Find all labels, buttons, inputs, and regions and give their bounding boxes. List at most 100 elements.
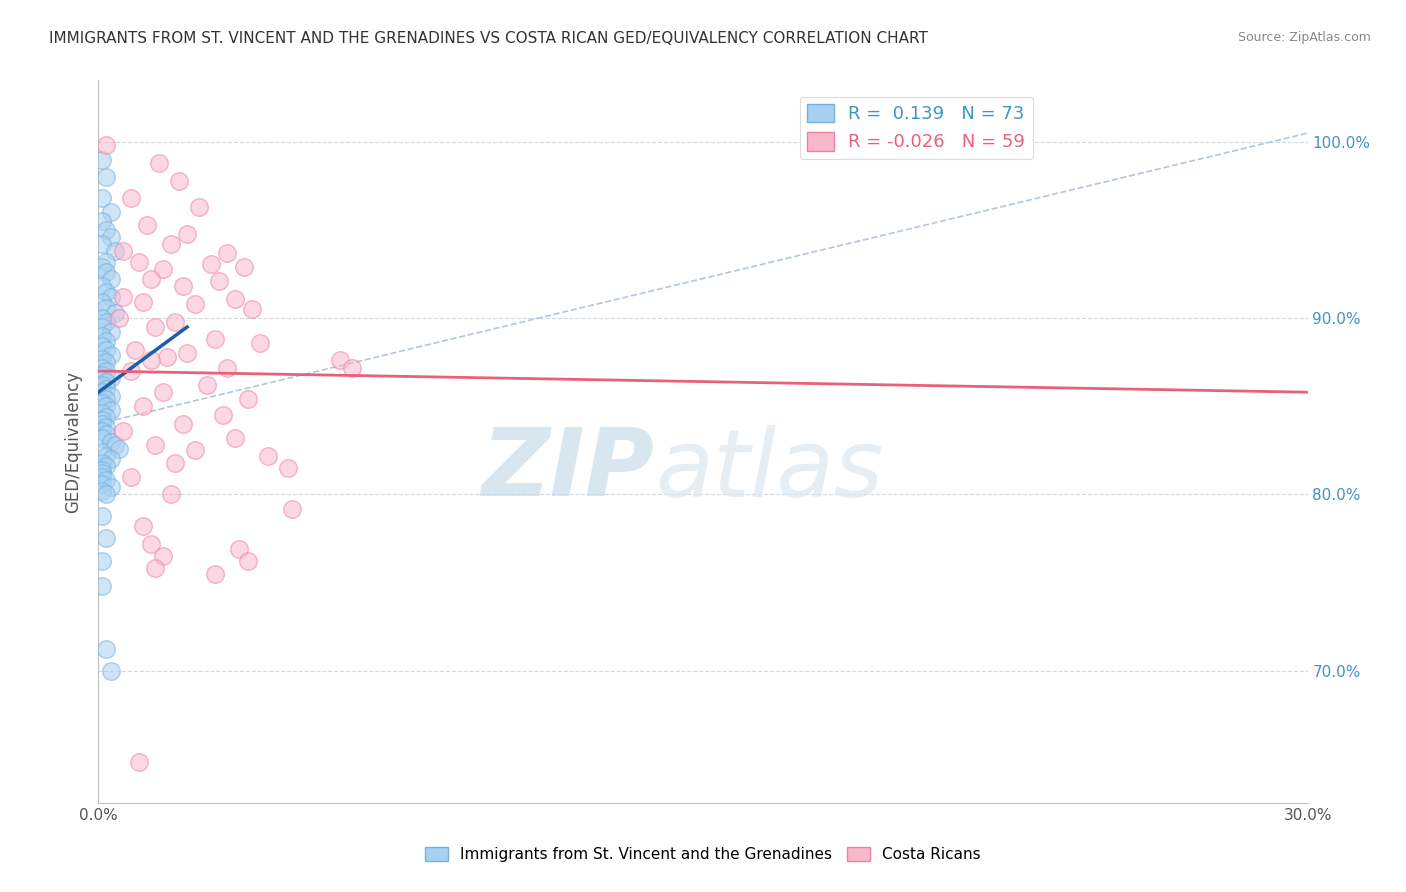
Point [329, 353, 352, 368]
Point [100, 434, 122, 449]
Point [143, 561, 166, 575]
Point [100, 348, 122, 362]
Point [91, 554, 114, 568]
Point [91, 396, 114, 410]
Point [160, 487, 183, 501]
Text: ZIP: ZIP [482, 425, 655, 516]
Point [204, 332, 226, 346]
Point [111, 424, 134, 438]
Point [91, 279, 114, 293]
Point [236, 554, 259, 568]
Point [96, 223, 118, 237]
Point [249, 335, 271, 350]
Point [100, 326, 122, 340]
Point [91, 378, 114, 392]
Point [96, 532, 118, 546]
Point [96, 459, 118, 474]
Point [224, 292, 246, 306]
Point [91, 191, 114, 205]
Point [96, 334, 118, 348]
Point [91, 424, 114, 438]
Point [111, 290, 134, 304]
Point [139, 272, 162, 286]
Point [100, 480, 122, 494]
Point [128, 756, 150, 770]
Point [152, 549, 174, 563]
Point [120, 364, 142, 378]
Point [224, 431, 246, 445]
Point [91, 431, 114, 445]
Point [100, 205, 122, 219]
Point [184, 297, 207, 311]
Point [100, 230, 122, 244]
Point [91, 360, 114, 375]
Point [143, 438, 166, 452]
Point [100, 389, 122, 403]
Point [91, 463, 114, 477]
Point [96, 315, 118, 329]
Point [120, 470, 142, 484]
Point [96, 420, 118, 434]
Point [132, 519, 155, 533]
Point [96, 364, 118, 378]
Point [96, 170, 118, 185]
Point [91, 385, 114, 400]
Y-axis label: GED/Equivalency: GED/Equivalency [65, 370, 83, 513]
Point [91, 406, 114, 420]
Point [212, 408, 235, 422]
Point [188, 200, 211, 214]
Point [148, 156, 170, 170]
Point [160, 237, 183, 252]
Point [228, 542, 250, 557]
Point [96, 449, 118, 463]
Point [91, 456, 114, 470]
Point [96, 473, 118, 487]
Point [172, 279, 194, 293]
Point [103, 306, 125, 320]
Point [96, 355, 118, 369]
Point [96, 382, 118, 396]
Point [100, 664, 122, 678]
Point [96, 138, 118, 153]
Text: Source: ZipAtlas.com: Source: ZipAtlas.com [1237, 31, 1371, 45]
Point [176, 227, 198, 241]
Point [91, 470, 114, 484]
Point [91, 445, 114, 459]
Point [163, 456, 186, 470]
Point [91, 328, 114, 343]
Point [96, 427, 118, 442]
Text: atlas: atlas [655, 425, 883, 516]
Legend: R =  0.139   N = 73, R = -0.026   N = 59: R = 0.139 N = 73, R = -0.026 N = 59 [800, 96, 1032, 159]
Point [184, 443, 207, 458]
Point [172, 417, 194, 431]
Point [96, 285, 118, 299]
Point [100, 290, 122, 304]
Point [107, 311, 129, 326]
Point [91, 508, 114, 523]
Point [96, 301, 118, 315]
Point [256, 449, 278, 463]
Point [139, 537, 162, 551]
Point [176, 346, 198, 360]
Point [91, 311, 114, 326]
Point [91, 153, 114, 167]
Point [232, 260, 254, 274]
Point [135, 218, 157, 232]
Point [103, 244, 125, 259]
Point [240, 302, 263, 317]
Point [91, 351, 114, 366]
Point [91, 295, 114, 310]
Point [96, 399, 118, 413]
Point [156, 350, 179, 364]
Point [91, 237, 114, 252]
Point [143, 320, 166, 334]
Point [100, 272, 122, 286]
Point [277, 461, 299, 475]
Point [107, 442, 129, 456]
Point [167, 174, 190, 188]
Point [342, 360, 364, 375]
Point [96, 343, 118, 357]
Point [91, 320, 114, 334]
Point [132, 399, 155, 413]
Point [139, 353, 162, 368]
